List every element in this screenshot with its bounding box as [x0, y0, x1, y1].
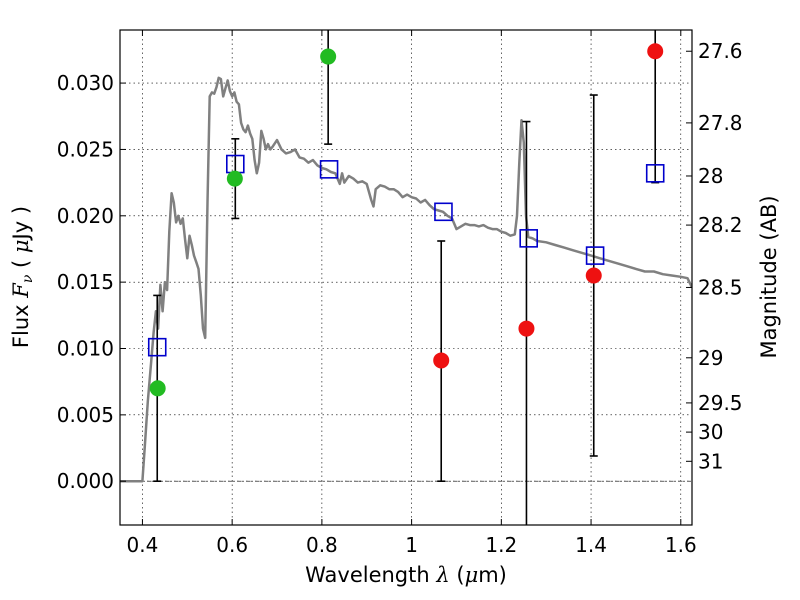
- data-markers: [147, 43, 665, 397]
- y-tick-label: 0.010: [57, 336, 114, 360]
- data-series: [120, 76, 692, 483]
- x-tick-label: 1.6: [665, 533, 697, 557]
- observed-flux-point: [647, 43, 664, 60]
- x-tick-label: 0.8: [306, 533, 338, 557]
- observed-flux-point: [149, 380, 166, 397]
- x-tick-label: 1.2: [485, 533, 517, 557]
- y2-tick-label: 27.8: [698, 111, 743, 135]
- error-bars: [153, 30, 660, 525]
- model-flux-square: [147, 337, 167, 357]
- y2-tick-label: 28.5: [698, 275, 743, 299]
- y-axis-label: Flux Fν ( μJy ): [9, 206, 36, 348]
- model-flux-square: [434, 202, 453, 222]
- y2-tick-label: 31: [698, 449, 723, 473]
- observed-flux-point: [518, 320, 535, 337]
- model-flux-square: [645, 164, 665, 183]
- tick-labels: 0.4 0.6 0.8 1 1.2 1.4 1.6 0.000 0.005 0.010 0.015 0…: [57, 39, 743, 557]
- observed-flux-point: [433, 352, 450, 369]
- model-spectrum-line: [120, 76, 692, 483]
- x-tick-label: 0.6: [216, 533, 248, 557]
- plot-frame: [119, 29, 693, 526]
- observed-flux-point: [226, 170, 243, 187]
- y2-tick-label: 28.2: [698, 213, 743, 237]
- y-tick-label: 0.000: [57, 469, 114, 493]
- model-flux-square: [585, 246, 605, 265]
- y2-tick-label: 30: [698, 420, 723, 444]
- y2-axis-label: Magnitude (AB): [757, 195, 781, 358]
- y2-tick-label: 29.5: [698, 391, 743, 415]
- x-tick-label: 0.4: [127, 533, 159, 557]
- observed-flux-point: [320, 48, 337, 65]
- y-tick-label: 0.005: [57, 403, 114, 427]
- model-flux-square: [319, 160, 339, 179]
- y2-tick-label: 27.6: [698, 39, 743, 63]
- x-tick-label: 1: [405, 533, 418, 557]
- x-axis-label: Wavelength λ (μm): [305, 563, 507, 587]
- y-tick-label: 0.020: [57, 204, 114, 228]
- y-tick-label: 0.025: [57, 137, 114, 161]
- y-tick-label: 0.015: [57, 270, 114, 294]
- y-tick-label: 0.030: [57, 71, 114, 95]
- axis-ticks: [120, 30, 692, 525]
- y2-tick-label: 29: [698, 346, 723, 370]
- x-tick-label: 1.4: [575, 533, 607, 557]
- model-flux-square: [519, 229, 538, 248]
- observed-flux-point: [585, 267, 602, 284]
- y2-tick-label: 28: [698, 164, 723, 188]
